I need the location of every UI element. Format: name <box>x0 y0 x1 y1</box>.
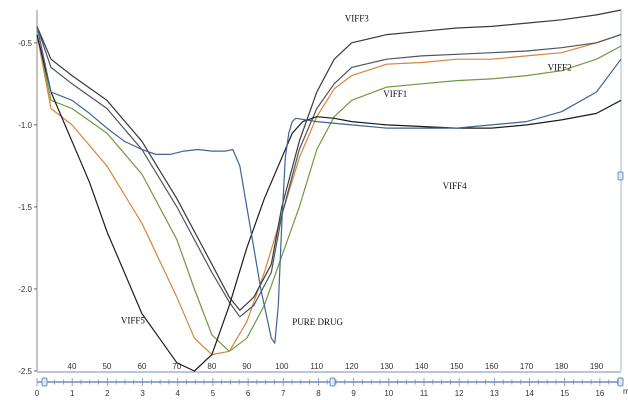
series-line-pure-drug <box>36 26 622 344</box>
y-tick-label-1: -1.0 <box>18 121 32 130</box>
series-labels: VIFF3 VIFF2 VIFF1 VIFF4 VIFF5 PURE DRUG <box>121 13 572 327</box>
top-tick-label-13: 170 <box>520 362 534 371</box>
top-tick-label-10: 140 <box>415 362 429 371</box>
scroll-handle-vertical <box>617 171 624 181</box>
series-line-viff5 <box>36 34 622 372</box>
top-tick-label-7: 110 <box>310 362 323 371</box>
series-line-viff4 <box>36 26 622 318</box>
series-label-viff4: VIFF4 <box>443 181 468 191</box>
bottom-tick-label-0: 0 <box>35 389 40 398</box>
scroll-handle-right <box>617 377 624 387</box>
bottom-axis: 0 1 2 3 4 5 6 7 8 9 10 11 12 13 14 15 16 m <box>35 378 628 398</box>
top-tick-label-15: 190 <box>590 362 604 371</box>
y-tick-label-4: -2.5 <box>18 367 32 376</box>
bottom-tick-label-12: 12 <box>455 389 464 398</box>
series-label-viff3: VIFF3 <box>345 13 370 23</box>
bottom-tick-label-3: 3 <box>140 389 145 398</box>
bottom-tick-label-1: 1 <box>70 389 75 398</box>
series-line-viff1 <box>36 34 622 352</box>
top-tick-label-9: 130 <box>380 362 394 371</box>
bottom-tick-label-8: 8 <box>316 389 321 398</box>
bottom-axis-unit: m <box>623 387 628 396</box>
series-label-viff1: VIFF1 <box>383 89 407 99</box>
bottom-tick-label-14: 14 <box>525 389 534 398</box>
top-tick-label-12: 160 <box>485 362 499 371</box>
scroll-handles <box>41 171 624 387</box>
series-layer <box>36 9 622 372</box>
plot-frame <box>36 10 622 371</box>
bottom-tick-label-4: 4 <box>175 389 180 398</box>
bottom-tick-label-7: 7 <box>281 389 286 398</box>
bottom-tick-label-13: 13 <box>490 389 499 398</box>
top-tick-label-11: 150 <box>450 362 464 371</box>
y-tick-label-3: -2.0 <box>18 285 32 294</box>
series-label-viff5: VIFF5 <box>121 315 146 325</box>
y-tick-label-0: -0.5 <box>18 39 32 48</box>
top-tick-label-4: 80 <box>207 362 216 371</box>
bottom-tick-label-9: 9 <box>351 389 356 398</box>
series-label-pure-drug: PURE DRUG <box>292 317 343 327</box>
top-tick-label-8: 120 <box>345 362 359 371</box>
y-tick-label-2: -1.5 <box>18 203 32 212</box>
top-tick-label-1: 50 <box>102 362 111 371</box>
series-line-viff3 <box>36 9 622 311</box>
top-tick-label-0: 40 <box>68 362 77 371</box>
series-line-viff2 <box>36 34 622 356</box>
scroll-handle-mid <box>329 377 336 387</box>
bottom-tick-label-5: 5 <box>211 389 216 398</box>
top-tick-label-2: 60 <box>137 362 146 371</box>
series-label-viff2: VIFF2 <box>548 63 572 73</box>
bottom-tick-label-2: 2 <box>105 389 110 398</box>
bottom-tick-label-6: 6 <box>246 389 251 398</box>
scroll-handle-left <box>41 377 48 387</box>
top-tick-label-14: 180 <box>555 362 569 371</box>
y-axis: -0.5 -1.0 -1.5 -2.0 -2.5 <box>18 39 37 376</box>
top-tick-label-6: 100 <box>275 362 289 371</box>
bottom-tick-label-16: 16 <box>595 389 604 398</box>
bottom-tick-label-11: 11 <box>420 389 429 398</box>
top-tick-label-5: 90 <box>242 362 251 371</box>
top-tick-label-3: 70 <box>172 362 181 371</box>
top-axis: 40 50 60 70 80 90 100 110 120 130 140 150 160 170 180 1… <box>37 362 621 373</box>
bottom-tick-label-15: 15 <box>560 389 569 398</box>
bottom-tick-label-10: 10 <box>384 389 393 398</box>
